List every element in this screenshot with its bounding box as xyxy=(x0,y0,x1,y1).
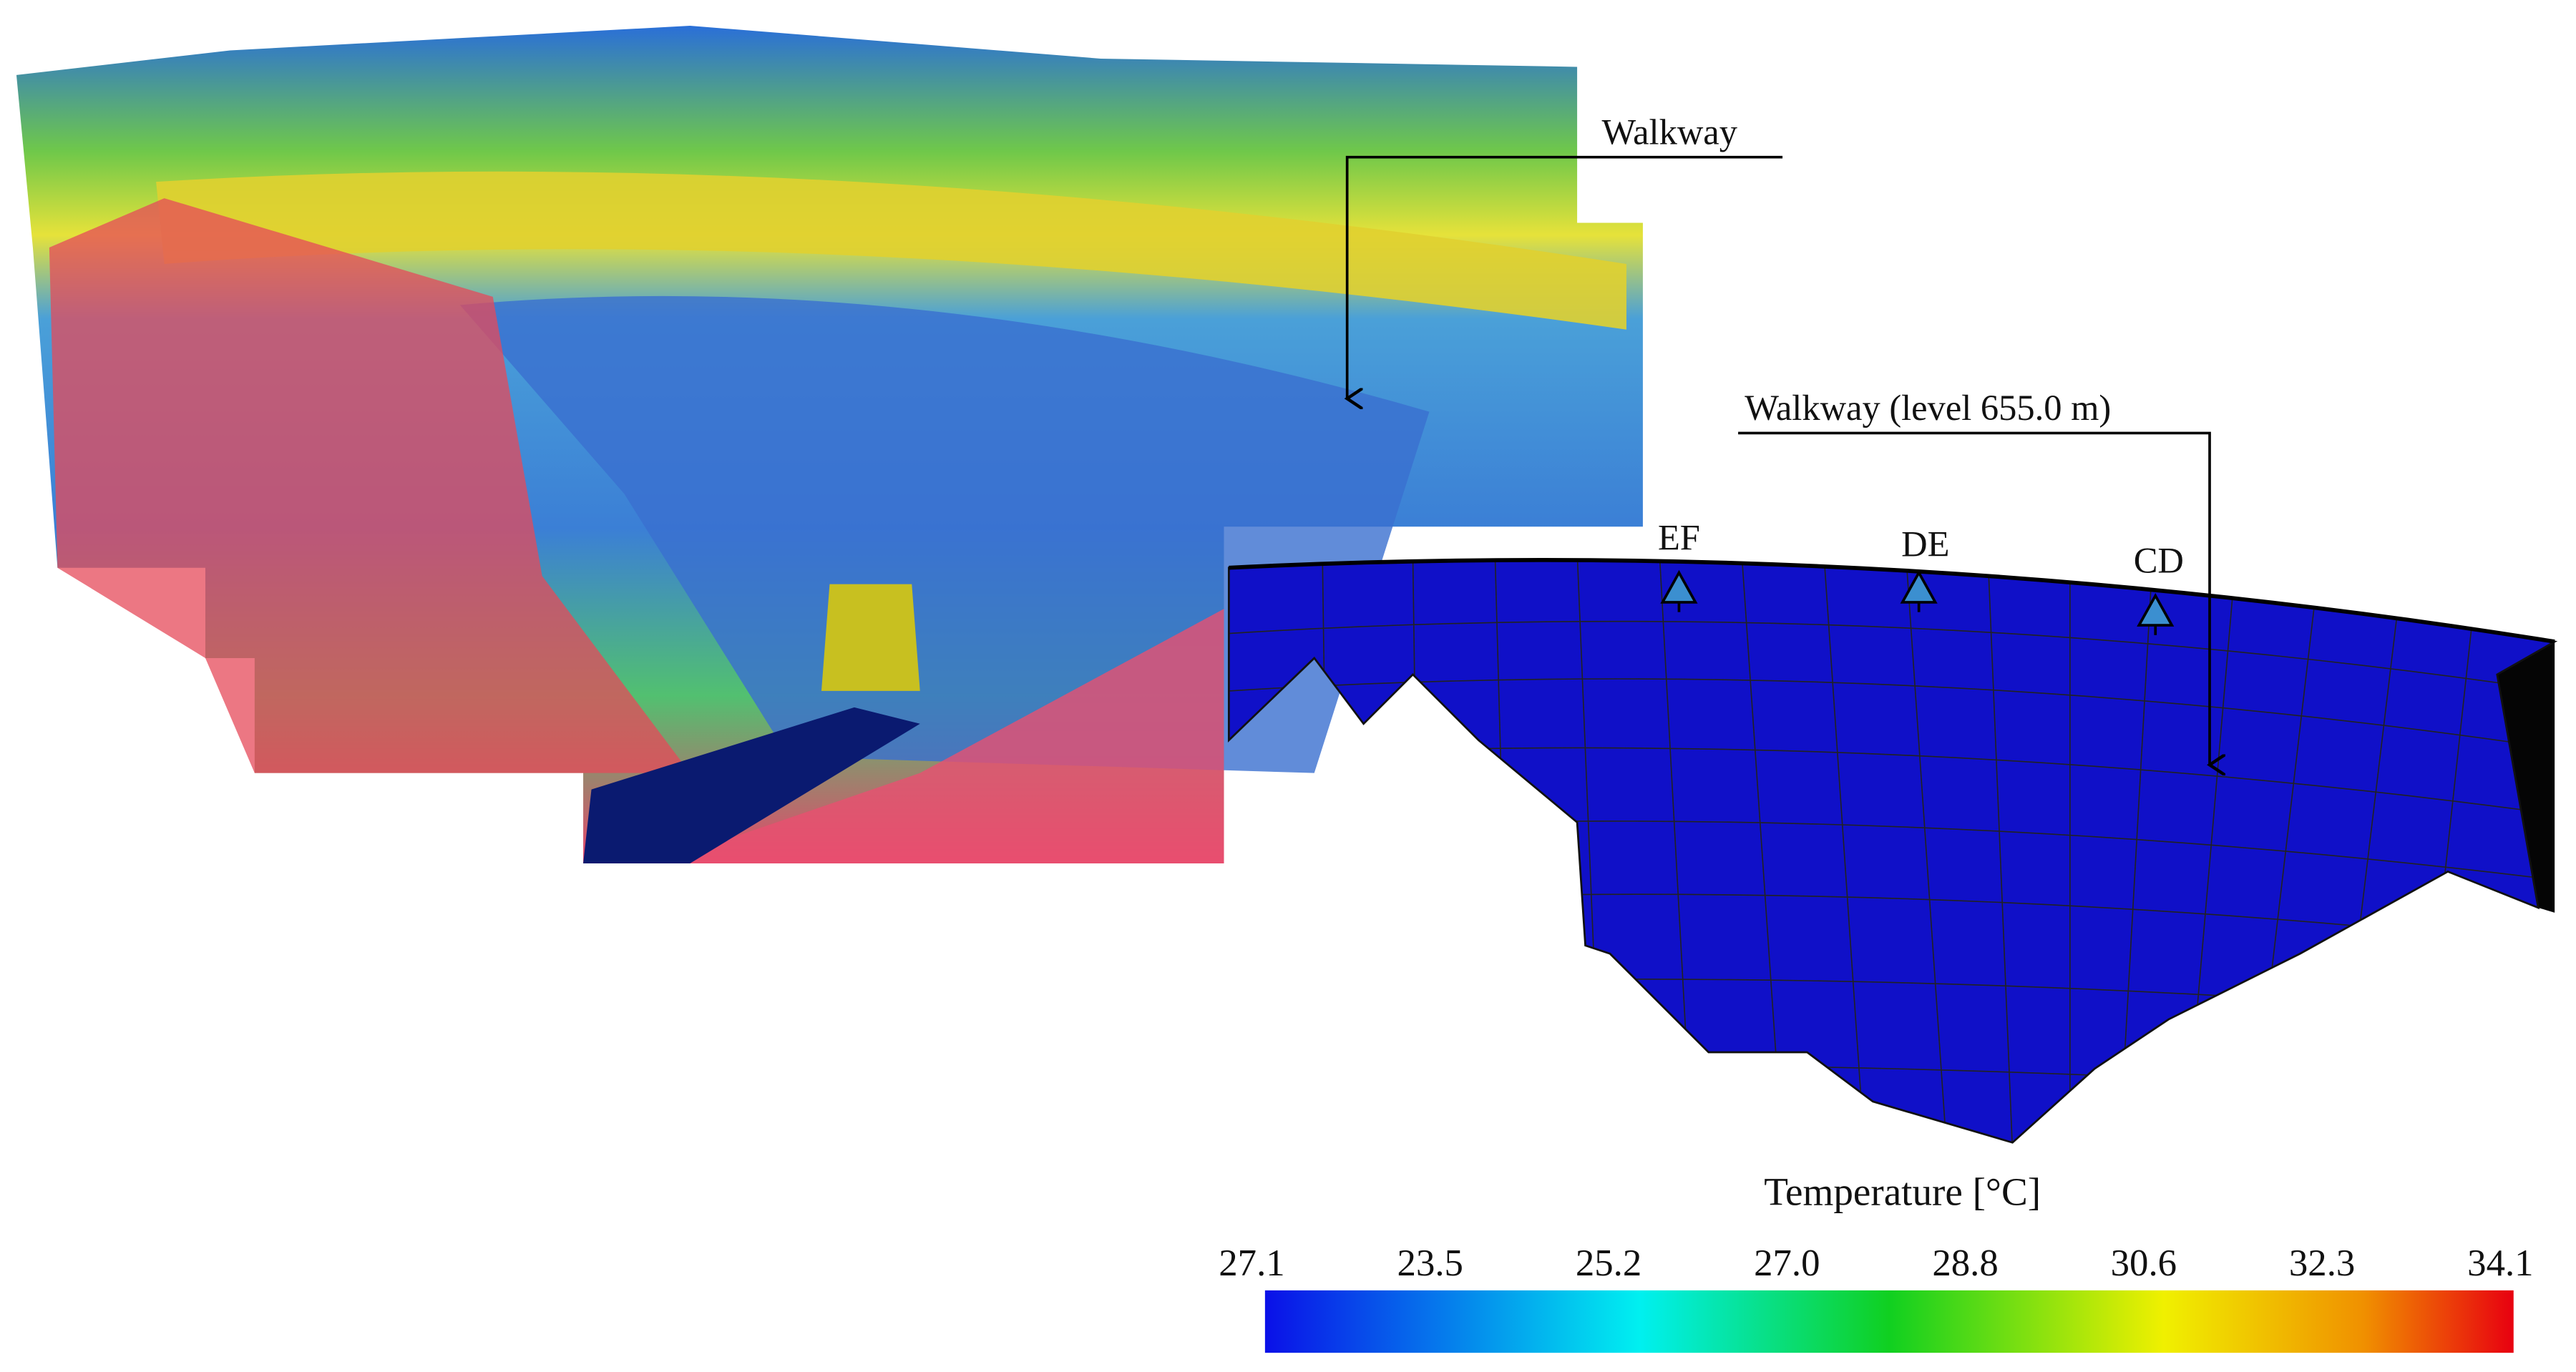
marker-label: CD xyxy=(2134,541,2184,581)
colorbar-label: 28.8 xyxy=(1932,1243,1998,1284)
leader-lines xyxy=(1347,155,2210,765)
colorbar-label: 34.1 xyxy=(2467,1243,2533,1284)
thermal-photo xyxy=(16,26,1643,863)
colorbar-label: 32.3 xyxy=(2289,1243,2355,1284)
marker-label: EF xyxy=(1658,517,1700,557)
colorbar xyxy=(1264,1290,2514,1353)
colorbar-label: 27.1 xyxy=(1219,1243,1284,1284)
colorbar-label: 30.6 xyxy=(2111,1243,2177,1284)
colorbar-label: 27.0 xyxy=(1754,1243,1820,1284)
colorbar-label: 23.5 xyxy=(1397,1243,1463,1284)
dam-model xyxy=(1227,558,2556,1144)
walkway-level-label: Walkway (level 655.0 m) xyxy=(1745,388,2111,428)
marker-label: DE xyxy=(1901,524,1949,564)
walkway-label: Walkway xyxy=(1602,112,1738,152)
colorbar-label: 25.2 xyxy=(1576,1243,1641,1284)
colorbar-title: Temperature [°C] xyxy=(1764,1170,2041,1214)
sensor-markers xyxy=(1660,569,2175,635)
